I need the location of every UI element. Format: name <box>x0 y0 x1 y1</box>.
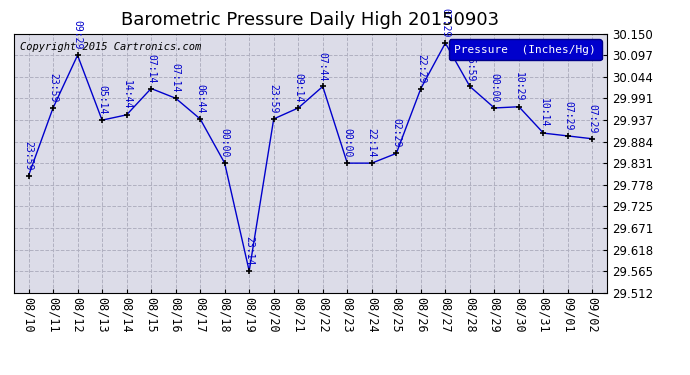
Text: 06:44: 06:44 <box>195 84 205 113</box>
Text: 23:59: 23:59 <box>48 73 58 102</box>
Text: 07:14: 07:14 <box>170 63 181 93</box>
Text: 10:14: 10:14 <box>538 98 549 128</box>
Text: 00:00: 00:00 <box>219 128 230 158</box>
Text: 00:00: 00:00 <box>342 128 353 158</box>
Text: 22:29: 22:29 <box>416 54 426 83</box>
Text: 02:29: 02:29 <box>391 118 402 148</box>
Text: 22:14: 22:14 <box>367 128 377 158</box>
Text: 07:44: 07:44 <box>318 51 328 81</box>
Text: Copyright 2015 Cartronics.com: Copyright 2015 Cartronics.com <box>20 42 201 51</box>
Text: 07:29: 07:29 <box>563 101 573 130</box>
Text: 06:59: 06:59 <box>465 51 475 81</box>
Legend: Pressure  (Inches/Hg): Pressure (Inches/Hg) <box>448 39 602 60</box>
Text: 05:14: 05:14 <box>97 85 107 115</box>
Text: 07:29: 07:29 <box>587 104 598 133</box>
Text: 23:59: 23:59 <box>23 141 34 170</box>
Text: 10:29: 10:29 <box>514 72 524 101</box>
Text: 09:14: 09:14 <box>293 73 303 102</box>
Text: 23:59: 23:59 <box>268 84 279 113</box>
Text: 07:29: 07:29 <box>440 8 451 38</box>
Text: 07:14: 07:14 <box>146 54 156 83</box>
Text: 23:14: 23:14 <box>244 236 254 266</box>
Text: 09:29: 09:29 <box>72 20 83 50</box>
Title: Barometric Pressure Daily High 20150903: Barometric Pressure Daily High 20150903 <box>121 11 500 29</box>
Text: 00:00: 00:00 <box>489 73 500 102</box>
Text: 14:44: 14:44 <box>121 80 132 109</box>
